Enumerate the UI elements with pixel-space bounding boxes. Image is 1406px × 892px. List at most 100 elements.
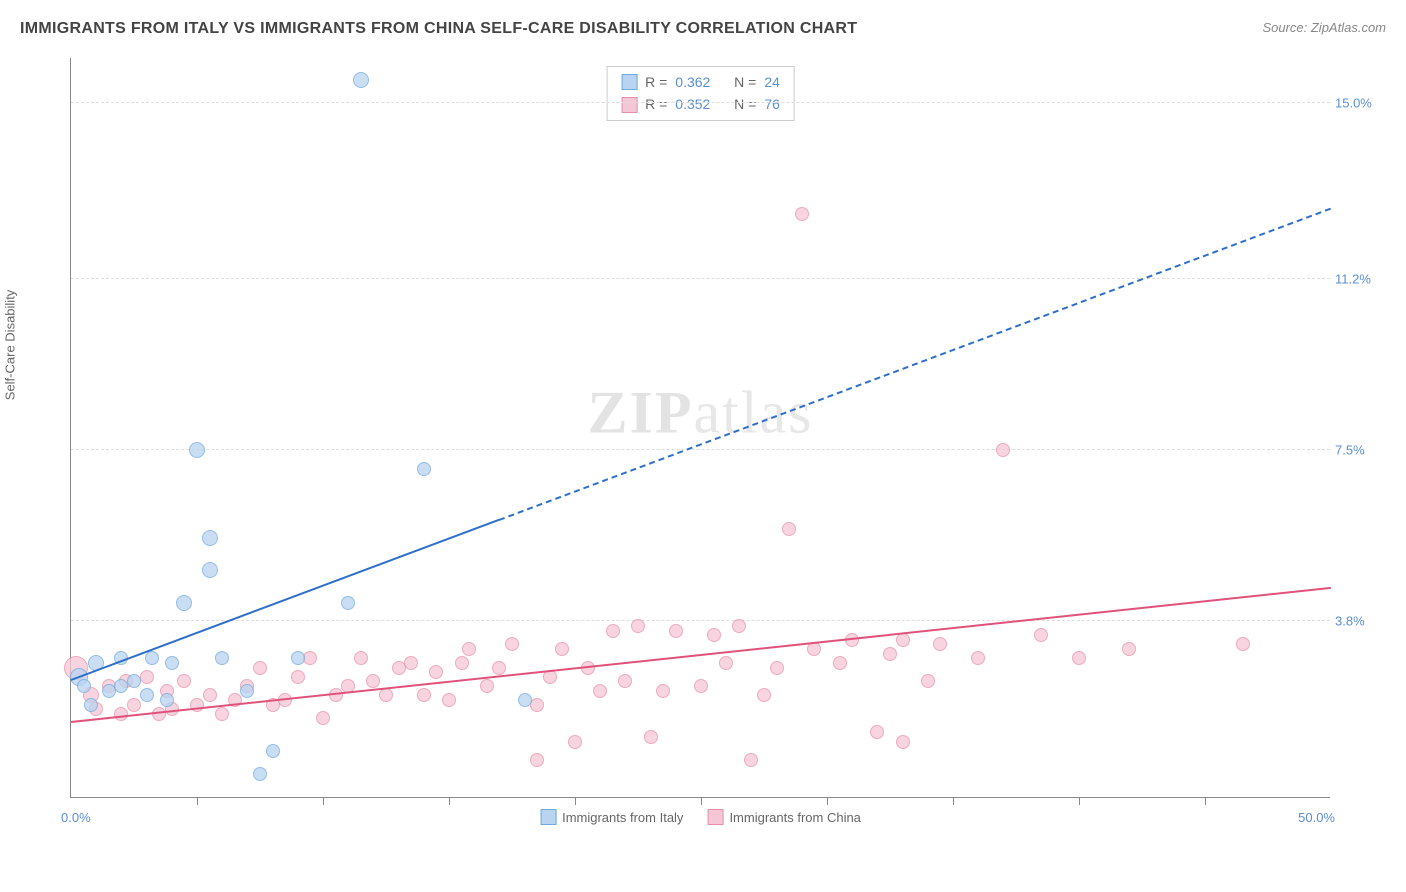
data-point-china [833,656,847,670]
data-point-china [530,753,544,767]
data-point-china [316,711,330,725]
data-point-italy [341,596,355,610]
data-point-china [707,628,721,642]
y-tick-label: 3.8% [1335,614,1385,629]
x-axis-max-label: 50.0% [1298,810,1335,825]
data-point-china [732,619,746,633]
trend-line [499,208,1331,521]
data-point-china [656,684,670,698]
data-point-china [1034,628,1048,642]
data-point-china [593,684,607,698]
data-point-italy [353,72,369,88]
data-point-china [303,651,317,665]
stats-row-china: R = 0.352 N = 76 [621,93,780,115]
data-point-italy [165,656,179,670]
data-point-italy [77,679,91,693]
gridline [71,620,1330,621]
data-point-china [480,679,494,693]
data-point-china [215,707,229,721]
swatch-china [707,809,723,825]
data-point-china [971,651,985,665]
data-point-italy [417,462,431,476]
data-point-china [127,698,141,712]
data-point-china [114,707,128,721]
data-point-china [744,753,758,767]
data-point-china [555,642,569,656]
data-point-china [996,443,1010,457]
swatch-small-china [621,97,637,113]
y-tick-label: 11.2% [1335,272,1385,287]
data-point-china [203,688,217,702]
data-point-italy [84,698,98,712]
data-point-china [442,693,456,707]
plot-area: ZIPatlas 0.0% 50.0% Immigrants from Ital… [70,58,1330,798]
data-point-china [933,637,947,651]
correlation-chart: Self-Care Disability ZIPatlas 0.0% 50.0%… [20,48,1380,848]
x-tick [197,797,198,805]
x-tick [701,797,702,805]
data-point-china [140,670,154,684]
data-point-italy [160,693,174,707]
y-tick-label: 7.5% [1335,443,1385,458]
legend-item-china: Immigrants from China [707,809,860,825]
trend-line [71,519,500,681]
stats-row-italy: R = 0.362 N = 24 [621,71,780,93]
data-point-china [883,647,897,661]
data-point-italy [127,674,141,688]
data-point-china [606,624,620,638]
data-point-china [669,624,683,638]
data-point-china [455,656,469,670]
data-point-china [404,656,418,670]
data-point-china [253,661,267,675]
x-tick [953,797,954,805]
data-point-italy [215,651,229,665]
data-point-italy [202,562,218,578]
data-point-italy [266,744,280,758]
data-point-italy [240,684,254,698]
stats-legend: R = 0.362 N = 24 R = 0.352 N = 76 [606,66,795,121]
data-point-china [631,619,645,633]
x-tick [575,797,576,805]
data-point-italy [253,767,267,781]
y-tick-label: 15.0% [1335,96,1385,111]
legend-item-italy: Immigrants from Italy [540,809,683,825]
legend-label-china: Immigrants from China [729,810,860,825]
data-point-china [719,656,733,670]
swatch-small-italy [621,74,637,90]
data-point-china [177,674,191,688]
x-tick [323,797,324,805]
data-point-italy [291,651,305,665]
n-value-italy: 24 [764,71,780,93]
gridline [71,449,1330,450]
data-point-china [1072,651,1086,665]
data-point-china [568,735,582,749]
data-point-italy [202,530,218,546]
x-tick [827,797,828,805]
data-point-china [379,688,393,702]
data-point-china [462,642,476,656]
x-tick [449,797,450,805]
data-point-china [429,665,443,679]
swatch-italy [540,809,556,825]
data-point-china [795,207,809,221]
data-point-china [782,522,796,536]
data-point-china [896,735,910,749]
x-axis-min-label: 0.0% [61,810,91,825]
data-point-china [1122,642,1136,656]
r-value-china: 0.352 [675,93,710,115]
data-point-china [618,674,632,688]
chart-title: IMMIGRANTS FROM ITALY VS IMMIGRANTS FROM… [20,20,857,38]
gridline [71,102,1330,103]
data-point-italy [189,442,205,458]
data-point-china [505,637,519,651]
data-point-china [354,651,368,665]
data-point-italy [176,595,192,611]
data-point-china [644,730,658,744]
data-point-china [870,725,884,739]
legend-label-italy: Immigrants from Italy [562,810,683,825]
data-point-china [366,674,380,688]
data-point-china [530,698,544,712]
n-value-china: 76 [764,93,780,115]
data-point-china [1236,637,1250,651]
data-point-china [291,670,305,684]
